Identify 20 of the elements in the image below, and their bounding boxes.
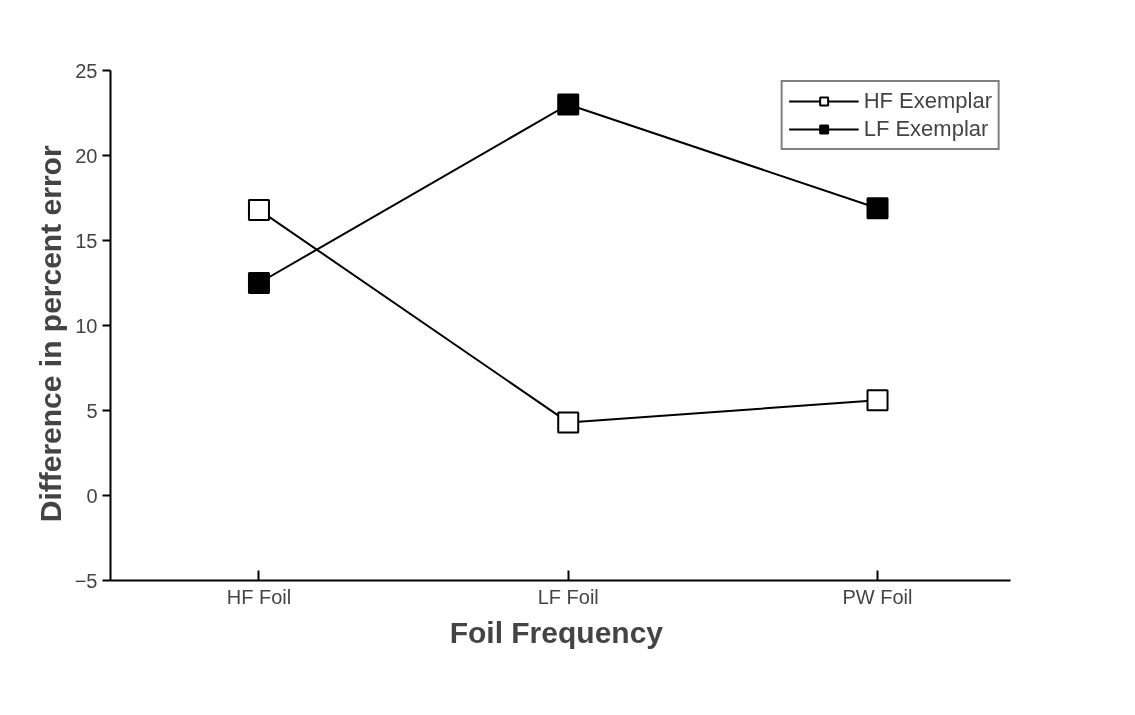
y-tick-label: 15 xyxy=(75,229,98,252)
x-tick-label: PW Foil xyxy=(842,585,913,608)
point xyxy=(557,93,580,116)
y-tick-label: 0 xyxy=(86,484,98,507)
legend-label: LF Exemplar xyxy=(863,116,989,142)
point xyxy=(866,197,889,220)
y-tick-label: 20 xyxy=(75,144,98,167)
x-tick-label: HF Foil xyxy=(226,585,292,608)
legend-label: HF Exemplar xyxy=(863,88,992,114)
x-tick-label: LF Foil xyxy=(537,585,599,608)
y-tick-label: 10 xyxy=(75,314,98,337)
y-tick-label: −5 xyxy=(74,569,98,592)
point xyxy=(247,198,270,221)
point xyxy=(866,389,889,412)
y-tick-label: 5 xyxy=(86,399,98,422)
y-tick-label: 25 xyxy=(75,59,98,82)
point xyxy=(247,272,270,294)
x-axis-title: Foil Frequency xyxy=(449,615,664,649)
point xyxy=(557,411,580,434)
y-axis-title: Difference in percent error xyxy=(33,145,67,523)
